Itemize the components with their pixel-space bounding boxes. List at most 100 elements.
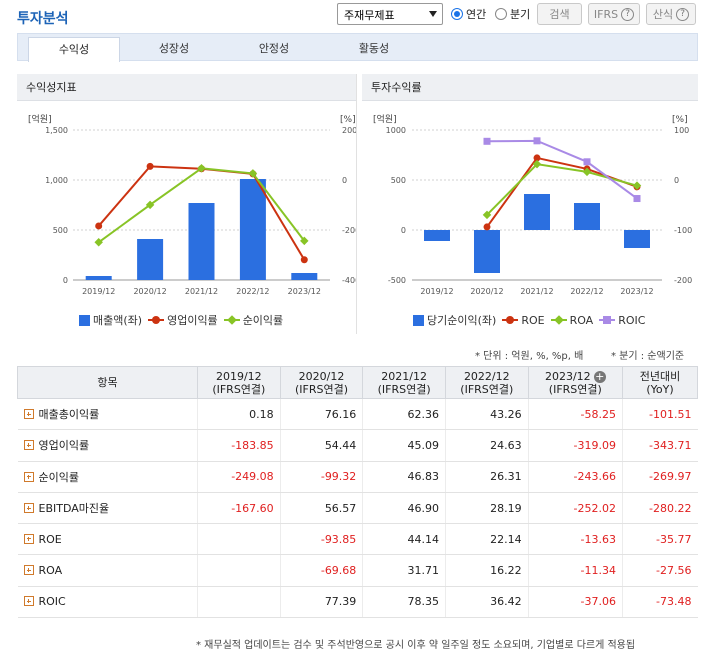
right-tick: 200 [342, 126, 356, 135]
table-row: ROA -69.68 31.71 16.22 -11.34 -27.56 [17, 554, 698, 587]
table-cell: 24.63 [444, 429, 529, 462]
series-line [486, 139, 638, 200]
help-icon: ? [676, 7, 690, 21]
table-cell: 0.18 [197, 398, 281, 431]
radio-checked-icon [451, 8, 463, 20]
legend-item-net-margin[interactable]: 순이익률 [223, 312, 283, 328]
expand-plus-icon[interactable] [23, 440, 34, 451]
data-point [95, 222, 103, 230]
table-cell: -58.25 [527, 398, 623, 431]
table-cell: 62.36 [362, 398, 446, 431]
right-tick: -100 [674, 226, 692, 235]
tab-stability[interactable]: 안정성 [258, 42, 290, 55]
legend-item-net-income[interactable]: 당기순이익(좌) [413, 312, 496, 328]
expand-plus-icon[interactable] [23, 533, 34, 544]
table-cell: 36.42 [444, 586, 529, 619]
expand-plus-icon[interactable] [23, 503, 34, 514]
right-axis-unit: [%] [672, 115, 688, 125]
table-cell: -101.51 [622, 398, 698, 431]
legend-item-op-margin[interactable]: 영업이익률 [148, 312, 218, 328]
row-label[interactable]: 매출총이익률 [17, 398, 198, 431]
table-cell: 46.90 [362, 492, 446, 525]
table-cell: -249.08 [197, 461, 281, 493]
col-header-item: 항목 [17, 366, 198, 399]
data-point [300, 256, 308, 264]
expand-plus-icon[interactable] [23, 596, 34, 607]
formula-help-button[interactable]: 산식 ? [646, 3, 696, 25]
row-label-text: ROIC [38, 595, 66, 609]
row-label[interactable]: ROE [17, 523, 198, 556]
table-cell: -167.60 [197, 492, 281, 525]
left-tick: 0 [401, 226, 406, 235]
formula-label: 산식 [652, 8, 674, 21]
col-header: 2020/12 (IFRS연결) [279, 366, 364, 399]
legend-item-roe[interactable]: ROE [502, 313, 545, 327]
table-cell: -13.63 [527, 523, 623, 556]
bar-swatch-icon [413, 314, 424, 326]
table-cell: -269.97 [622, 461, 698, 493]
table-header-row: 항목 2019/12 (IFRS연결) 2020/12 (IFRS연결) 2021/… [17, 366, 698, 399]
x-tick-label: 2022/12 [570, 287, 603, 296]
data-point [482, 210, 492, 220]
data-point [145, 200, 155, 210]
table-row: ROE -93.85 44.14 22.14 -13.63 -35.77 [17, 523, 698, 556]
row-label[interactable]: ROIC [17, 586, 198, 619]
line-circle-icon [502, 315, 519, 325]
legend-label: ROE [521, 313, 545, 327]
table-cell: 77.39 [279, 586, 363, 619]
ifrs-help-button[interactable]: IFRS ? [588, 3, 640, 25]
add-column-icon[interactable]: + [593, 369, 606, 383]
col-header: 2021/12 (IFRS연결) [362, 366, 446, 399]
left-axis-unit: [억원] [28, 113, 52, 125]
row-label[interactable]: 순이익률 [17, 461, 198, 493]
tab-activity[interactable]: 활동성 [358, 42, 390, 55]
chevron-down-icon [429, 11, 437, 17]
legend-item-sales[interactable]: 매출액(좌) [79, 312, 142, 328]
row-label[interactable]: ROA [17, 554, 198, 587]
right-tick: -400 [342, 276, 356, 285]
row-label[interactable]: 영업이익률 [17, 429, 198, 462]
bar [137, 239, 164, 280]
data-point [300, 236, 309, 246]
data-point [533, 154, 541, 162]
left-tick: -500 [388, 276, 406, 285]
table-cell [197, 554, 281, 587]
left-tick: 500 [391, 176, 406, 185]
x-tick-label: 2023/12 [620, 287, 653, 296]
table-cell: -319.09 [527, 429, 623, 462]
bar [474, 230, 500, 273]
tab-growth[interactable]: 성장성 [158, 42, 190, 55]
table-cell: 54.44 [279, 429, 363, 462]
radio-quarter[interactable]: 분기 [495, 6, 530, 22]
left-tick: 1000 [386, 126, 406, 135]
x-tick-label: 2021/12 [185, 287, 218, 296]
search-button-label: 검색 [549, 8, 570, 21]
legend-item-roic[interactable]: ROIC [599, 314, 645, 327]
expand-plus-icon[interactable] [23, 409, 34, 420]
expand-plus-icon[interactable] [23, 471, 34, 482]
data-point [483, 223, 491, 231]
legend-label: ROA [569, 313, 594, 327]
table-cell: 43.26 [444, 398, 529, 431]
table-cell: 44.14 [362, 523, 446, 556]
radio-quarter-label: 분기 [510, 8, 531, 21]
bar [85, 276, 112, 280]
table-cell: -73.48 [622, 586, 698, 619]
data-point [146, 162, 154, 170]
expand-plus-icon[interactable] [23, 565, 34, 576]
row-label[interactable]: EBITDA마진율 [17, 492, 198, 525]
radio-annual[interactable]: 연간 [451, 6, 486, 22]
x-tick-label: 2022/12 [236, 287, 269, 296]
search-button[interactable]: 검색 [537, 3, 582, 25]
data-point [483, 137, 491, 145]
profitability-legend: 매출액(좌) 영업이익률 순이익률 [79, 312, 283, 328]
return-chart: [억원] [%] 1000 500 0 -500 100 0 -100 -200… [373, 113, 692, 296]
legend-item-roa[interactable]: ROA [550, 313, 594, 327]
row-label-text: 매출총이익률 [38, 408, 100, 422]
table-row: ROIC 77.39 78.35 36.42 -37.06 -73.48 [17, 586, 698, 619]
quarter-note: * 분기 : 순액기준 [611, 351, 685, 362]
table-cell: 26.31 [444, 461, 529, 493]
statement-select[interactable]: 주재무제표 [337, 3, 443, 25]
table-cell: -183.85 [197, 429, 281, 462]
tab-profitability[interactable]: 수익성 [28, 37, 120, 62]
